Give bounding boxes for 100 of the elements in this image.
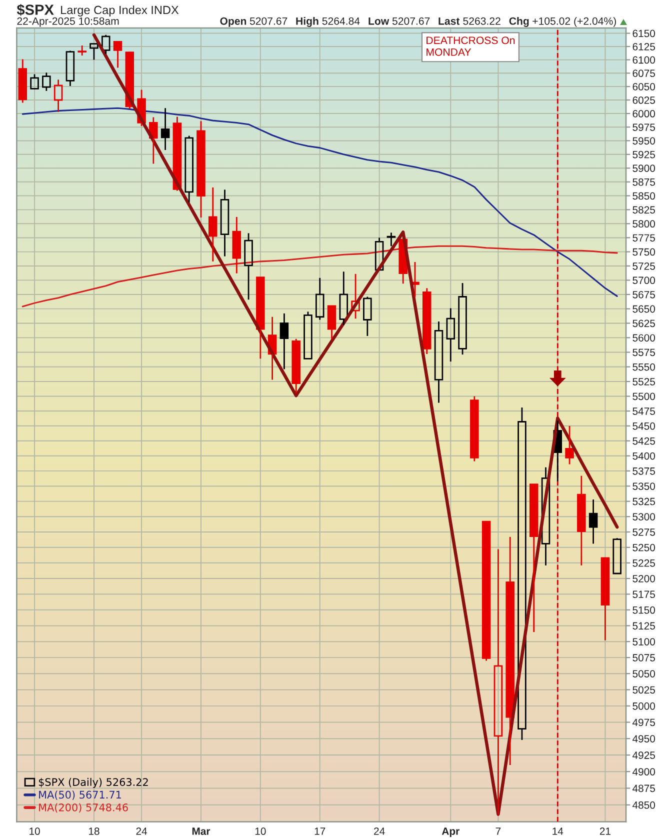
candlestick (184, 135, 194, 204)
candlestick (220, 188, 230, 258)
y-tick-label: 6150 (632, 30, 656, 38)
text: Last 5263.22 (438, 17, 500, 25)
candlestick (363, 296, 372, 337)
y-tick-label: 5375 (632, 467, 655, 475)
y-tick-label: 5950 (632, 137, 656, 145)
y-tick-label: 5100 (632, 638, 656, 646)
candlestick (518, 406, 526, 741)
y-tick-label: 6025 (632, 96, 655, 104)
y-tick-label: 5625 (632, 320, 655, 328)
y-tick-label: 5925 (632, 150, 655, 158)
candlestick (280, 312, 289, 370)
y-tick-label: 5350 (632, 482, 656, 490)
y-tick-label: 5675 (632, 290, 655, 298)
line-series (22, 245, 618, 308)
y-tick-label: 5500 (632, 392, 656, 400)
y-tick-label: 4925 (632, 752, 655, 759)
x-tick-label: 17 (314, 828, 326, 835)
candlestick (434, 320, 444, 404)
chart-subtitle: Large Cap Index INDX (61, 6, 179, 17)
line-series (22, 107, 618, 297)
candlestick (506, 536, 514, 766)
y-tick-label: 6125 (632, 43, 655, 50)
y-tick-label: 5650 (632, 305, 656, 313)
y-tick-label: 5125 (632, 622, 655, 630)
x-tick-label: 24 (136, 828, 148, 835)
candlestick (54, 78, 63, 113)
y-tick-label: 5700 (632, 276, 656, 284)
y-tick-label: 5050 (632, 670, 656, 678)
candlestick (541, 466, 550, 566)
y-tick-label: 5525 (632, 378, 655, 386)
ref-line-label: DEATHCROSS On MONDAY (426, 36, 515, 56)
y-tick-label: 4975 (632, 718, 655, 726)
y-tick-label: 4900 (632, 768, 656, 776)
y-tick-label: 6100 (632, 56, 656, 64)
y-tick-label: 5600 (632, 334, 656, 342)
x-tick-label: 10 (255, 828, 266, 835)
text: Chg +105.02 (+2.04%) (509, 17, 616, 27)
y-tick-label: 5850 (632, 192, 656, 200)
candlestick (78, 44, 86, 56)
y-tick-label: 5175 (632, 590, 655, 598)
y-tick-label: 5725 (632, 262, 655, 270)
x-tick-label: 7 (496, 828, 501, 835)
y-tick-label: 6075 (632, 70, 655, 78)
x-tick-label: Mar (192, 828, 210, 835)
y-tick-label: 5225 (632, 559, 655, 567)
x-tick-label: 18 (88, 828, 100, 835)
y-tick-label: 5775 (632, 234, 655, 242)
candlestick (386, 232, 396, 247)
y-tick-label: 5875 (632, 178, 655, 186)
candlestick (208, 186, 218, 262)
y-tick-label: 5800 (632, 220, 656, 228)
y-tick-label: 5200 (632, 574, 656, 582)
candlestick (588, 498, 598, 544)
candlestick (66, 50, 75, 87)
y-tick-label: 5575 (632, 348, 655, 356)
candlestick (160, 107, 170, 151)
candlestick (42, 72, 51, 92)
y-tick-label: 4850 (632, 801, 656, 809)
legend-label: MA(200) 5748.46 (39, 803, 128, 813)
candlestick (446, 308, 456, 362)
candlestick (577, 475, 586, 566)
candlestick (422, 287, 432, 355)
text: 22-Apr-2025 10:58am (17, 17, 119, 27)
y-tick-label: 5425 (632, 437, 655, 445)
y-tick-label: 5150 (632, 606, 656, 614)
y-tick-label: 5825 (632, 206, 655, 214)
legend-label: MA(50) 5671.71 (39, 790, 121, 800)
candlestick (339, 270, 348, 326)
y-tick-label: 5325 (632, 498, 655, 506)
y-tick-label: 5250 (632, 544, 656, 552)
y-tick-label: 5900 (632, 164, 656, 172)
candlestick (470, 396, 479, 462)
y-tick-label: 4875 (632, 784, 655, 792)
text: High 5264.84 (296, 17, 360, 27)
text: Low 5207.67 (368, 17, 430, 25)
y-tick-label: 4950 (632, 735, 656, 742)
chart-title: $SPX (16, 4, 54, 16)
y-tick-label: 5475 (632, 408, 655, 415)
candlestick (101, 34, 110, 55)
y-tick-label: 5000 (632, 702, 656, 710)
y-tick-label: 5025 (632, 686, 655, 694)
y-tick-label: 5300 (632, 513, 656, 520)
x-tick-label: 14 (552, 828, 564, 835)
x-tick-label: 10 (30, 828, 40, 835)
legend-label: $SPX (Daily) 5263.22 (38, 778, 148, 788)
candlestick (196, 120, 206, 218)
x-tick-label: 24 (374, 828, 385, 835)
candlestick (18, 58, 28, 104)
y-tick-label: 5400 (632, 452, 656, 460)
y-tick-label: 5975 (632, 124, 655, 131)
y-tick-label: 5075 (632, 654, 655, 662)
x-tick-label: Apr (442, 828, 460, 837)
candlestick (292, 338, 300, 394)
candlestick (232, 216, 242, 274)
y-tick-label: 6000 (632, 110, 656, 118)
y-tick-label: 5550 (632, 363, 656, 371)
y-tick-label: 6050 (632, 83, 656, 90)
x-tick-label: 21 (600, 828, 610, 835)
